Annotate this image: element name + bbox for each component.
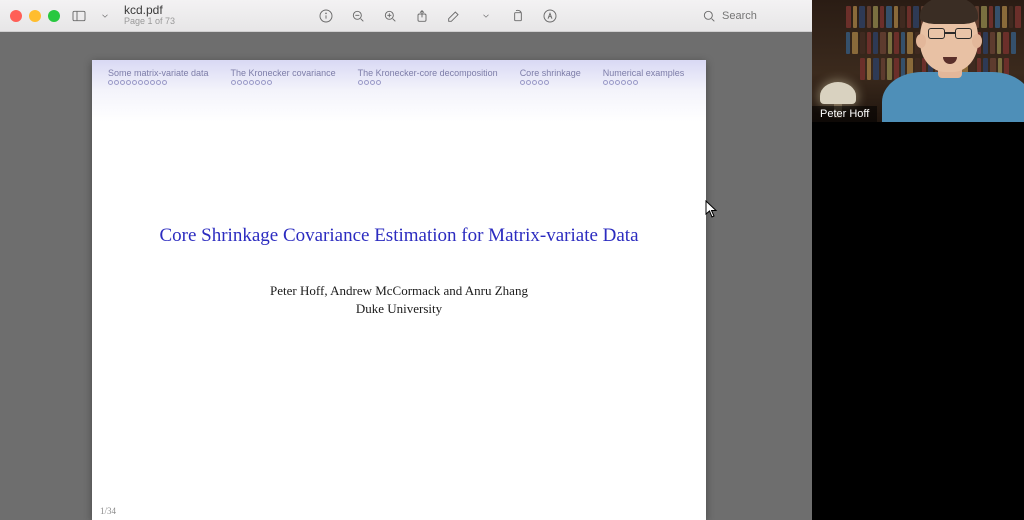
progress-dot-icon bbox=[358, 80, 363, 85]
slide-nav-section[interactable]: The Kronecker covariance bbox=[231, 68, 336, 85]
slide-nav-section[interactable]: The Kronecker-core decomposition bbox=[358, 68, 498, 85]
slide-nav-label: Core shrinkage bbox=[520, 68, 581, 78]
progress-dot-icon bbox=[114, 80, 119, 85]
progress-dot-icon bbox=[633, 80, 638, 85]
slide-page: Some matrix-variate data The Kronecker co… bbox=[92, 60, 706, 520]
progress-dot-icon bbox=[544, 80, 549, 85]
slide-nav-label: Numerical examples bbox=[603, 68, 685, 78]
slide-nav-section[interactable]: Numerical examples bbox=[603, 68, 685, 85]
progress-dot-icon bbox=[162, 80, 167, 85]
progress-dot-icon bbox=[120, 80, 125, 85]
window-titlebar: kcd.pdf Page 1 of 73 bbox=[0, 0, 812, 32]
slide-nav-label: The Kronecker covariance bbox=[231, 68, 336, 78]
progress-dot-icon bbox=[376, 80, 381, 85]
progress-dot-icon bbox=[520, 80, 525, 85]
progress-dot-icon bbox=[132, 80, 137, 85]
affiliation-line: Duke University bbox=[92, 300, 706, 318]
progress-dot-icon bbox=[237, 80, 242, 85]
page-indicator: Page 1 of 73 bbox=[124, 17, 175, 26]
slide-nav-label: The Kronecker-core decomposition bbox=[358, 68, 498, 78]
chevron-down-icon[interactable] bbox=[96, 7, 114, 25]
progress-dot-icon bbox=[627, 80, 632, 85]
info-icon[interactable] bbox=[317, 7, 335, 25]
close-window-button[interactable] bbox=[10, 10, 22, 22]
slide-nav-dots bbox=[358, 80, 498, 85]
progress-dot-icon bbox=[370, 80, 375, 85]
speaker-ear bbox=[972, 34, 982, 48]
share-icon[interactable] bbox=[413, 7, 431, 25]
slide-nav-section[interactable]: Some matrix-variate data bbox=[108, 68, 209, 85]
speaker-name-tag: Peter Hoff bbox=[812, 106, 877, 122]
progress-dot-icon bbox=[108, 80, 113, 85]
zoom-in-icon[interactable] bbox=[381, 7, 399, 25]
mouse-cursor bbox=[705, 200, 719, 218]
progress-dot-icon bbox=[138, 80, 143, 85]
speaker-ear bbox=[916, 34, 926, 48]
window-title: kcd.pdf Page 1 of 73 bbox=[124, 4, 175, 26]
search-field[interactable] bbox=[700, 7, 802, 25]
rotate-icon[interactable] bbox=[509, 7, 527, 25]
glasses-icon bbox=[928, 28, 972, 40]
toolbar-center bbox=[317, 7, 559, 25]
minimize-window-button[interactable] bbox=[29, 10, 41, 22]
slide-nav-dots bbox=[520, 80, 581, 85]
window-traffic-lights[interactable] bbox=[10, 10, 60, 22]
slide-nav-dots bbox=[108, 80, 209, 85]
progress-dot-icon bbox=[538, 80, 543, 85]
circle-a-icon[interactable] bbox=[541, 7, 559, 25]
authors-line: Peter Hoff, Andrew McCormack and Anru Zh… bbox=[92, 282, 706, 300]
slide-nav-dots bbox=[603, 80, 685, 85]
slide-nav-label: Some matrix-variate data bbox=[108, 68, 209, 78]
progress-dot-icon bbox=[609, 80, 614, 85]
slide-section-nav: Some matrix-variate data The Kronecker co… bbox=[92, 68, 706, 85]
search-icon bbox=[700, 7, 718, 25]
pdf-canvas[interactable]: Some matrix-variate data The Kronecker co… bbox=[0, 32, 812, 520]
progress-dot-icon bbox=[243, 80, 248, 85]
progress-dot-icon bbox=[526, 80, 531, 85]
progress-dot-icon bbox=[255, 80, 260, 85]
progress-dot-icon bbox=[621, 80, 626, 85]
speaker-video[interactable]: Peter Hoff bbox=[812, 0, 1024, 122]
markup-icon[interactable] bbox=[445, 7, 463, 25]
progress-dot-icon bbox=[615, 80, 620, 85]
lamp-icon bbox=[820, 82, 856, 104]
progress-dot-icon bbox=[532, 80, 537, 85]
progress-dot-icon bbox=[156, 80, 161, 85]
progress-dot-icon bbox=[261, 80, 266, 85]
progress-dot-icon bbox=[603, 80, 608, 85]
fullscreen-window-button[interactable] bbox=[48, 10, 60, 22]
speaker-torso bbox=[882, 72, 1024, 122]
slide-nav-section[interactable]: Core shrinkage bbox=[520, 68, 581, 85]
slide-nav-dots bbox=[231, 80, 336, 85]
progress-dot-icon bbox=[144, 80, 149, 85]
progress-dot-icon bbox=[267, 80, 272, 85]
shared-screen: kcd.pdf Page 1 of 73 bbox=[0, 0, 812, 520]
zoom-out-icon[interactable] bbox=[349, 7, 367, 25]
progress-dot-icon bbox=[364, 80, 369, 85]
search-input[interactable] bbox=[722, 10, 802, 22]
progress-dot-icon bbox=[231, 80, 236, 85]
sidebar-icon[interactable] bbox=[70, 7, 88, 25]
progress-dot-icon bbox=[126, 80, 131, 85]
video-pane: Peter Hoff bbox=[812, 0, 1024, 520]
progress-dot-icon bbox=[150, 80, 155, 85]
slide-title: Core Shrinkage Covariance Estimation for… bbox=[92, 225, 706, 247]
progress-dot-icon bbox=[249, 80, 254, 85]
speaker-hair bbox=[920, 0, 978, 24]
slide-footer: 1/34 bbox=[100, 506, 116, 516]
chevron-down-icon[interactable] bbox=[477, 7, 495, 25]
slide-authors: Peter Hoff, Andrew McCormack and Anru Zh… bbox=[92, 282, 706, 317]
